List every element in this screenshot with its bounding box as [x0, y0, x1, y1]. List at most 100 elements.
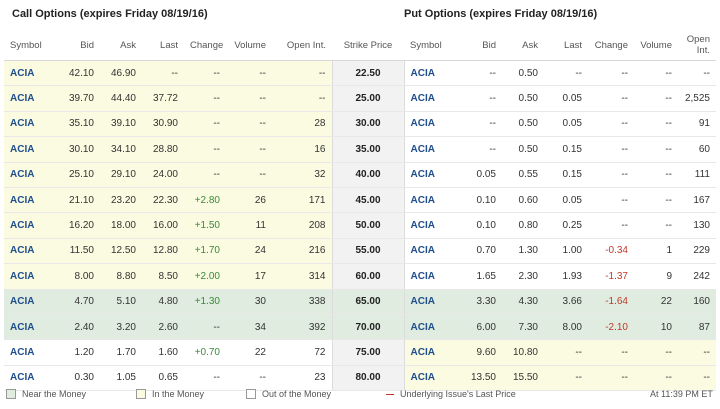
call-volume: 11: [226, 212, 272, 239]
call-symbol-link[interactable]: ACIA: [4, 313, 60, 341]
put-symbol-link[interactable]: ACIA: [404, 136, 460, 163]
put-ask: 7.30: [502, 313, 544, 341]
col-change-call[interactable]: Change: [184, 30, 226, 61]
put-change: --: [588, 365, 634, 392]
put-bid: 0.05: [460, 162, 502, 188]
call-symbol-link[interactable]: ACIA: [4, 238, 60, 265]
call-bid: 21.10: [60, 187, 100, 214]
put-symbol-link[interactable]: ACIA: [404, 85, 460, 112]
put-symbol-link[interactable]: ACIA: [404, 212, 460, 239]
col-open-int-put[interactable]: Open Int.: [678, 30, 716, 61]
put-open-int: 87: [678, 313, 716, 341]
strike-price: 35.00: [331, 136, 405, 163]
col-ask-put[interactable]: Ask: [502, 30, 544, 61]
put-symbol-link[interactable]: ACIA: [404, 365, 460, 392]
call-volume: 30: [226, 289, 272, 315]
put-open-int: --: [678, 339, 716, 366]
put-symbol-link[interactable]: ACIA: [404, 162, 460, 188]
table-row: ACIA 8.00 8.80 8.50 +2.00 17 314 60.00 A…: [4, 263, 716, 290]
call-symbol-link[interactable]: ACIA: [4, 263, 60, 290]
put-ask: 0.50: [502, 136, 544, 163]
put-change: -0.34: [588, 238, 634, 265]
call-symbol-link[interactable]: ACIA: [4, 111, 60, 138]
call-volume: 24: [226, 238, 272, 265]
put-symbol-link[interactable]: ACIA: [404, 339, 460, 366]
put-ask: 0.50: [502, 60, 544, 87]
put-symbol-link[interactable]: ACIA: [404, 187, 460, 214]
put-symbol-link[interactable]: ACIA: [404, 263, 460, 290]
put-volume: --: [634, 162, 678, 188]
call-volume: --: [226, 365, 272, 392]
in-money-swatch: [136, 389, 146, 399]
put-last: 0.05: [544, 85, 588, 112]
col-open-int-call[interactable]: Open Int.: [272, 30, 332, 61]
call-symbol-link[interactable]: ACIA: [4, 162, 60, 188]
col-bid-call[interactable]: Bid: [60, 30, 100, 61]
call-open-int: 208: [272, 212, 332, 239]
call-last: 28.80: [142, 136, 184, 163]
table-row: ACIA 42.10 46.90 -- -- -- -- 22.50 ACIA …: [4, 60, 716, 87]
put-ask: 0.50: [502, 111, 544, 138]
col-volume-call[interactable]: Volume: [226, 30, 272, 61]
col-symbol-call[interactable]: Symbol: [4, 30, 60, 61]
call-last: 24.00: [142, 162, 184, 188]
legend-timestamp: At 11:39 PM ET: [650, 389, 713, 399]
put-symbol-link[interactable]: ACIA: [404, 60, 460, 87]
put-last: 0.05: [544, 187, 588, 214]
strike-price: 75.00: [331, 339, 405, 366]
col-strike-price[interactable]: Strike Price: [332, 30, 404, 61]
call-bid: 39.70: [60, 85, 100, 112]
col-volume-put[interactable]: Volume: [634, 30, 678, 61]
put-bid: 9.60: [460, 339, 502, 366]
call-bid: 42.10: [60, 60, 100, 87]
call-ask: 1.05: [100, 365, 142, 392]
call-ask: 46.90: [100, 60, 142, 87]
put-ask: 1.30: [502, 238, 544, 265]
call-symbol-link[interactable]: ACIA: [4, 136, 60, 163]
call-bid: 4.70: [60, 289, 100, 315]
put-last: 0.15: [544, 136, 588, 163]
put-volume: --: [634, 136, 678, 163]
strike-price: 22.50: [331, 60, 405, 87]
put-bid: --: [460, 85, 502, 112]
options-chain-table: Symbol Bid Ask Last Change Volume Open I…: [4, 30, 716, 392]
col-symbol-put[interactable]: Symbol: [404, 30, 460, 61]
put-change: --: [588, 60, 634, 87]
call-symbol-link[interactable]: ACIA: [4, 339, 60, 366]
col-change-put[interactable]: Change: [588, 30, 634, 61]
call-symbol-link[interactable]: ACIA: [4, 85, 60, 112]
put-symbol-link[interactable]: ACIA: [404, 238, 460, 265]
call-symbol-link[interactable]: ACIA: [4, 365, 60, 392]
legend-near-money: Near the Money: [6, 389, 86, 399]
put-last: 1.00: [544, 238, 588, 265]
call-symbol-link[interactable]: ACIA: [4, 187, 60, 214]
put-ask: 15.50: [502, 365, 544, 392]
col-bid-put[interactable]: Bid: [460, 30, 502, 61]
call-bid: 30.10: [60, 136, 100, 163]
call-symbol-link[interactable]: ACIA: [4, 212, 60, 239]
call-symbol-link[interactable]: ACIA: [4, 289, 60, 315]
put-ask: 4.30: [502, 289, 544, 315]
put-open-int: 167: [678, 187, 716, 214]
legend-bar: Near the Money In the Money Out of the M…: [0, 389, 720, 403]
put-open-int: 111: [678, 162, 716, 188]
call-volume: 34: [226, 313, 272, 341]
strike-price: 40.00: [331, 162, 405, 188]
put-symbol-link[interactable]: ACIA: [404, 111, 460, 138]
call-change: --: [184, 136, 226, 163]
table-row: ACIA 39.70 44.40 37.72 -- -- -- 25.00 AC…: [4, 85, 716, 112]
put-symbol-link[interactable]: ACIA: [404, 289, 460, 315]
near-money-swatch: [6, 389, 16, 399]
legend-near-label: Near the Money: [22, 389, 87, 399]
call-options-title: Call Options (expires Friday 08/19/16): [12, 8, 208, 20]
call-volume: --: [226, 85, 272, 112]
call-symbol-link[interactable]: ACIA: [4, 60, 60, 87]
table-row: ACIA 16.20 18.00 16.00 +1.50 11 208 50.0…: [4, 212, 716, 239]
col-ask-call[interactable]: Ask: [100, 30, 142, 61]
put-symbol-link[interactable]: ACIA: [404, 313, 460, 341]
col-last-put[interactable]: Last: [544, 30, 588, 61]
call-last: 16.00: [142, 212, 184, 239]
call-volume: --: [226, 136, 272, 163]
col-last-call[interactable]: Last: [142, 30, 184, 61]
put-open-int: --: [678, 365, 716, 392]
